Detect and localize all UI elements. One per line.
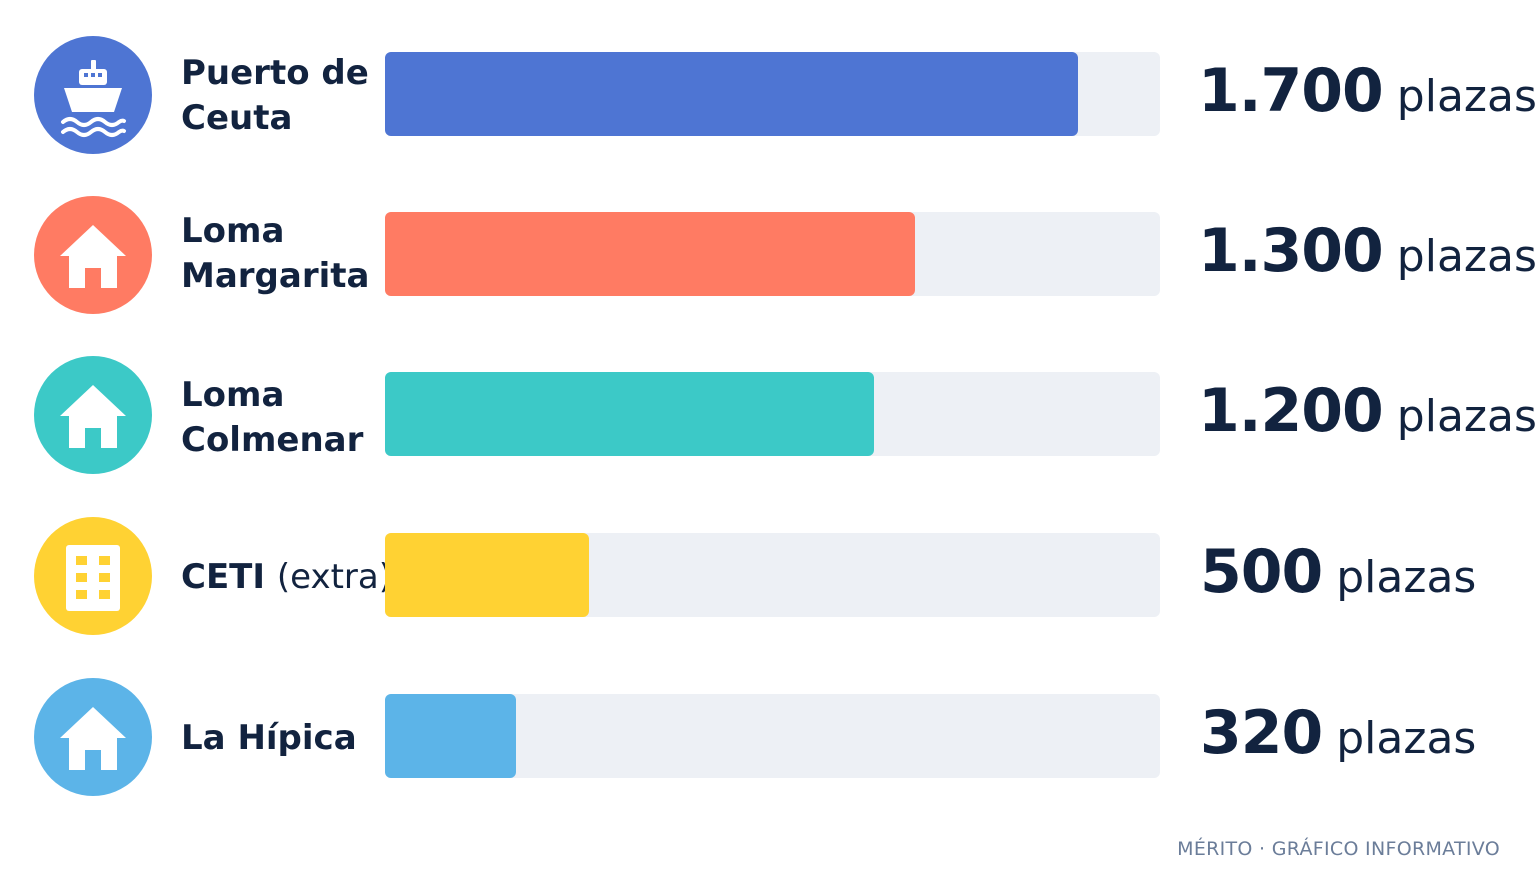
house-icon: [34, 678, 152, 796]
value-unit: plazas: [1336, 713, 1477, 764]
bar-track: [385, 533, 1160, 617]
bar-track: [385, 372, 1160, 456]
value-label: 320 plazas: [1200, 698, 1476, 768]
value-label: 1.200 plazas: [1198, 376, 1536, 446]
bar-track: [385, 212, 1160, 296]
value-number: 1.200: [1198, 376, 1384, 446]
category-label: Loma Margarita: [181, 211, 370, 296]
bar-track: [385, 52, 1160, 136]
chart-row-loma-colmenar: Loma Colmenar 1.200 plazas: [0, 356, 1536, 480]
footer-credit: MÉRITO · GRÁFICO INFORMATIVO: [1177, 838, 1500, 860]
value-unit: plazas: [1336, 552, 1477, 603]
category-label: CETI (extra): [181, 555, 421, 600]
value-label: 1.300 plazas: [1198, 216, 1536, 286]
value-number: 500: [1200, 537, 1323, 607]
building-icon: [34, 517, 152, 635]
house-icon: [34, 196, 152, 314]
category-label-main: CETI: [181, 557, 266, 597]
value-label: 1.700 plazas: [1198, 56, 1536, 126]
bar-track: [385, 694, 1160, 778]
chart-row-la-hipica: La Hípica 320 plazas: [0, 678, 1536, 802]
category-label: Puerto de Ceuta: [181, 53, 369, 138]
value-unit: plazas: [1396, 231, 1536, 282]
value-number: 320: [1200, 698, 1323, 768]
house-icon: [34, 356, 152, 474]
value-unit: plazas: [1396, 71, 1536, 122]
value-label: 500 plazas: [1200, 537, 1476, 607]
category-label: Loma Colmenar: [181, 375, 364, 460]
bar: [385, 533, 589, 617]
value-number: 1.300: [1198, 216, 1384, 286]
bar: [385, 52, 1078, 136]
bar: [385, 372, 874, 456]
value-number: 1.700: [1198, 56, 1384, 126]
chart-row-ceti-extra: CETI (extra) 500 plazas: [0, 517, 1536, 641]
bar: [385, 694, 516, 778]
value-unit: plazas: [1396, 391, 1536, 442]
category-label: La Hípica: [181, 718, 357, 758]
category-label-extra: (extra): [276, 557, 392, 597]
ship-icon: [34, 36, 152, 154]
chart-row-loma-margarita: Loma Margarita 1.300 plazas: [0, 196, 1536, 320]
bar: [385, 212, 915, 296]
chart-row-puerto-de-ceuta: Puerto de Ceuta 1.700 plazas: [0, 36, 1536, 160]
